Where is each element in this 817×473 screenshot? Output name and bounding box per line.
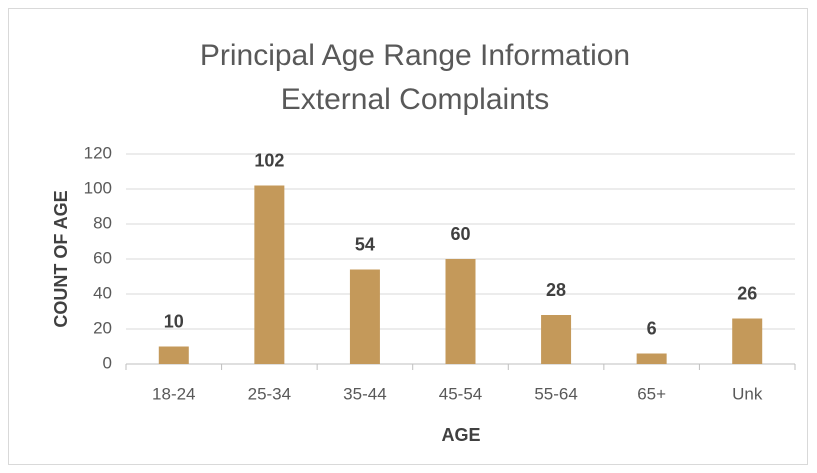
chart-title: Principal Age Range Information: [200, 39, 630, 72]
x-tick-label: 55-64: [534, 384, 577, 403]
x-tick-label: Unk: [732, 384, 763, 403]
y-tick-label: 80: [93, 213, 112, 232]
x-tick-label: 45-54: [439, 384, 482, 403]
data-label: 10: [164, 311, 184, 331]
y-tick-label: 40: [93, 283, 112, 302]
data-label: 26: [737, 283, 757, 303]
y-tick-label: 100: [84, 178, 112, 197]
data-label: 6: [647, 318, 657, 338]
bar: [541, 315, 572, 364]
x-axis-title: AGE: [441, 425, 480, 445]
bar: [158, 346, 189, 364]
data-label: 28: [546, 280, 566, 300]
y-tick-label: 0: [103, 353, 112, 372]
x-tick-label: 25-34: [248, 384, 291, 403]
y-axis-title: COUNT OF AGE: [51, 190, 71, 327]
y-tick-label: 20: [93, 318, 112, 337]
chart-title: External Complaints: [281, 83, 549, 116]
data-label: 102: [254, 150, 284, 170]
data-label: 60: [450, 224, 470, 244]
x-tick-label: 18-24: [152, 384, 195, 403]
chart-frame: [8, 8, 808, 465]
x-tick-label: 35-44: [343, 384, 386, 403]
bar: [349, 269, 380, 364]
data-label: 54: [355, 234, 375, 254]
bar: [445, 259, 476, 364]
bar: [636, 353, 667, 364]
x-tick-label: 65+: [637, 384, 666, 403]
bar: [732, 318, 763, 364]
bar: [254, 185, 285, 364]
y-tick-label: 120: [84, 143, 112, 162]
y-tick-label: 60: [93, 248, 112, 267]
